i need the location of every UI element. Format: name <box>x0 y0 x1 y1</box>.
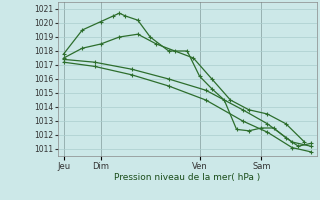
X-axis label: Pression niveau de la mer( hPa ): Pression niveau de la mer( hPa ) <box>114 173 260 182</box>
